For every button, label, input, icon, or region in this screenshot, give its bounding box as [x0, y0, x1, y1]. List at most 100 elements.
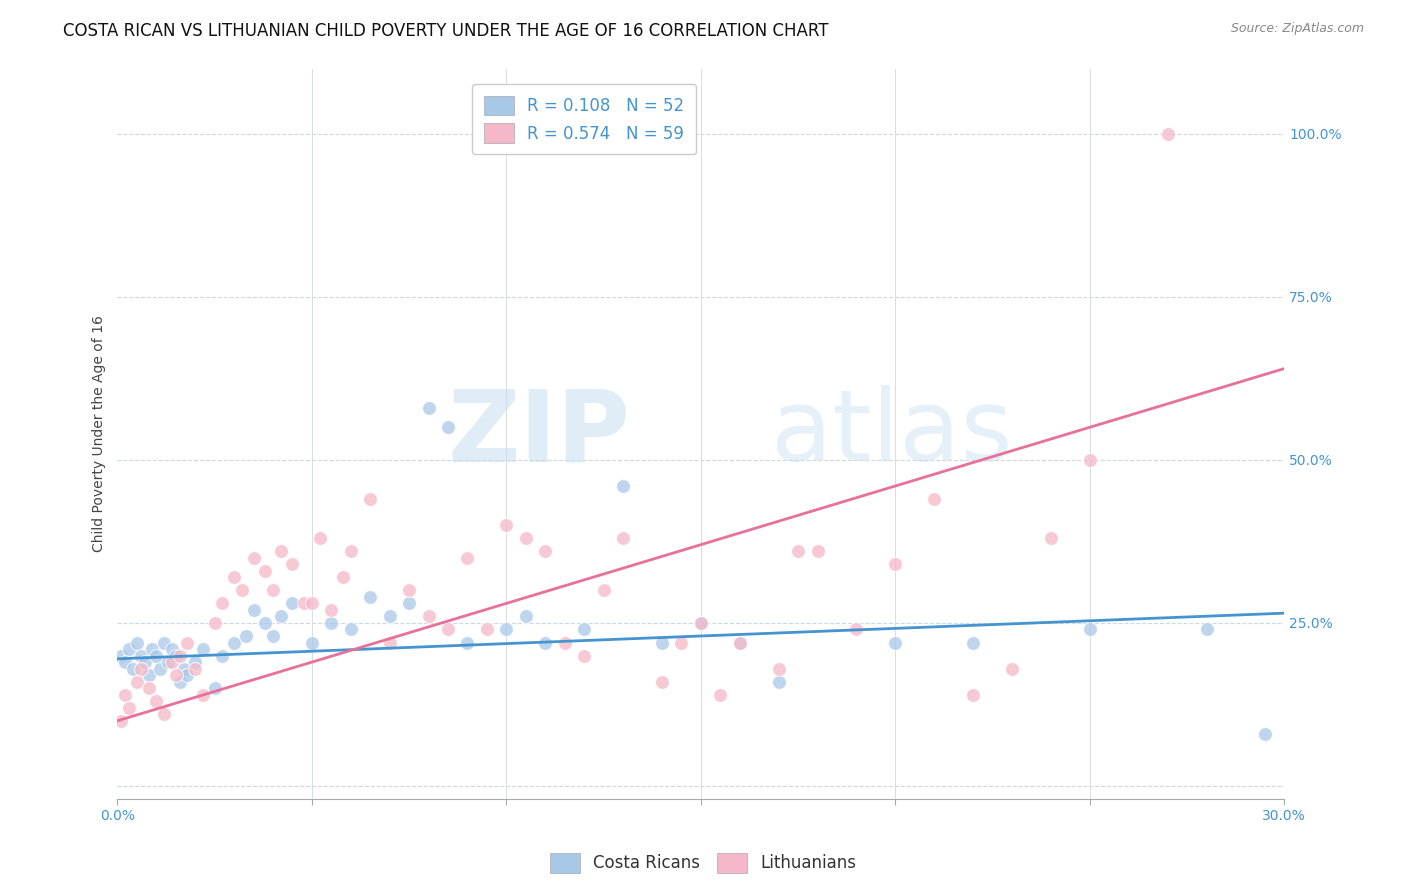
Point: [321, 603, 343, 617]
Point: [224, 570, 246, 584]
Point: [270, 544, 292, 558]
Point: [378, 635, 401, 649]
Point: [359, 491, 381, 506]
Point: [534, 544, 557, 558]
Point: [437, 623, 460, 637]
Point: [340, 544, 363, 558]
Point: [651, 674, 673, 689]
Point: [671, 635, 693, 649]
Point: [262, 629, 284, 643]
Point: [156, 655, 179, 669]
Point: [301, 635, 323, 649]
Point: [709, 688, 731, 702]
Point: [254, 564, 277, 578]
Point: [845, 623, 868, 637]
Text: COSTA RICAN VS LITHUANIAN CHILD POVERTY UNDER THE AGE OF 16 CORRELATION CHART: COSTA RICAN VS LITHUANIAN CHILD POVERTY …: [63, 22, 828, 40]
Point: [270, 609, 292, 624]
Point: [572, 648, 595, 663]
Point: [281, 596, 304, 610]
Point: [515, 531, 537, 545]
Point: [398, 596, 420, 610]
Point: [495, 623, 517, 637]
Point: [191, 688, 214, 702]
Text: Source: ZipAtlas.com: Source: ZipAtlas.com: [1230, 22, 1364, 36]
Point: [145, 648, 167, 663]
Point: [110, 648, 132, 663]
Point: [515, 609, 537, 624]
Point: [308, 531, 330, 545]
Point: [1078, 453, 1101, 467]
Point: [689, 615, 711, 630]
Point: [125, 674, 148, 689]
Point: [242, 603, 264, 617]
Point: [728, 635, 751, 649]
Point: [1156, 127, 1178, 141]
Point: [114, 688, 136, 702]
Point: [153, 707, 176, 722]
Text: ZIP: ZIP: [449, 385, 631, 483]
Point: [281, 558, 304, 572]
Point: [169, 674, 191, 689]
Point: [176, 668, 198, 682]
Point: [231, 583, 253, 598]
Point: [768, 662, 790, 676]
Point: [1254, 727, 1277, 741]
Legend: Costa Ricans, Lithuanians: Costa Ricans, Lithuanians: [543, 847, 863, 880]
Point: [418, 609, 440, 624]
Point: [728, 635, 751, 649]
Point: [301, 596, 323, 610]
Point: [184, 655, 207, 669]
Point: [418, 401, 440, 415]
Y-axis label: Child Poverty Under the Age of 16: Child Poverty Under the Age of 16: [93, 316, 107, 552]
Point: [806, 544, 828, 558]
Point: [612, 479, 634, 493]
Point: [1078, 623, 1101, 637]
Point: [169, 648, 191, 663]
Point: [884, 558, 907, 572]
Point: [145, 694, 167, 708]
Point: [962, 688, 984, 702]
Point: [651, 635, 673, 649]
Point: [398, 583, 420, 598]
Point: [1195, 623, 1218, 637]
Point: [160, 642, 183, 657]
Point: [1039, 531, 1062, 545]
Point: [457, 635, 479, 649]
Point: [138, 668, 160, 682]
Point: [149, 662, 172, 676]
Point: [332, 570, 354, 584]
Point: [134, 655, 156, 669]
Point: [184, 662, 207, 676]
Point: [235, 629, 257, 643]
Point: [768, 674, 790, 689]
Point: [204, 615, 226, 630]
Point: [592, 583, 614, 598]
Point: [204, 681, 226, 695]
Point: [321, 615, 343, 630]
Point: [495, 518, 517, 533]
Point: [457, 550, 479, 565]
Point: [176, 635, 198, 649]
Point: [787, 544, 810, 558]
Point: [884, 635, 907, 649]
Point: [1001, 662, 1024, 676]
Point: [138, 681, 160, 695]
Point: [114, 655, 136, 669]
Point: [153, 635, 176, 649]
Point: [572, 623, 595, 637]
Point: [962, 635, 984, 649]
Text: atlas: atlas: [770, 385, 1012, 483]
Point: [165, 668, 187, 682]
Point: [141, 642, 163, 657]
Point: [340, 623, 363, 637]
Point: [254, 615, 277, 630]
Point: [689, 615, 711, 630]
Point: [122, 662, 145, 676]
Point: [262, 583, 284, 598]
Point: [534, 635, 557, 649]
Point: [475, 623, 498, 637]
Point: [129, 648, 152, 663]
Point: [110, 714, 132, 728]
Legend: R = 0.108   N = 52, R = 0.574   N = 59: R = 0.108 N = 52, R = 0.574 N = 59: [472, 84, 696, 154]
Point: [125, 635, 148, 649]
